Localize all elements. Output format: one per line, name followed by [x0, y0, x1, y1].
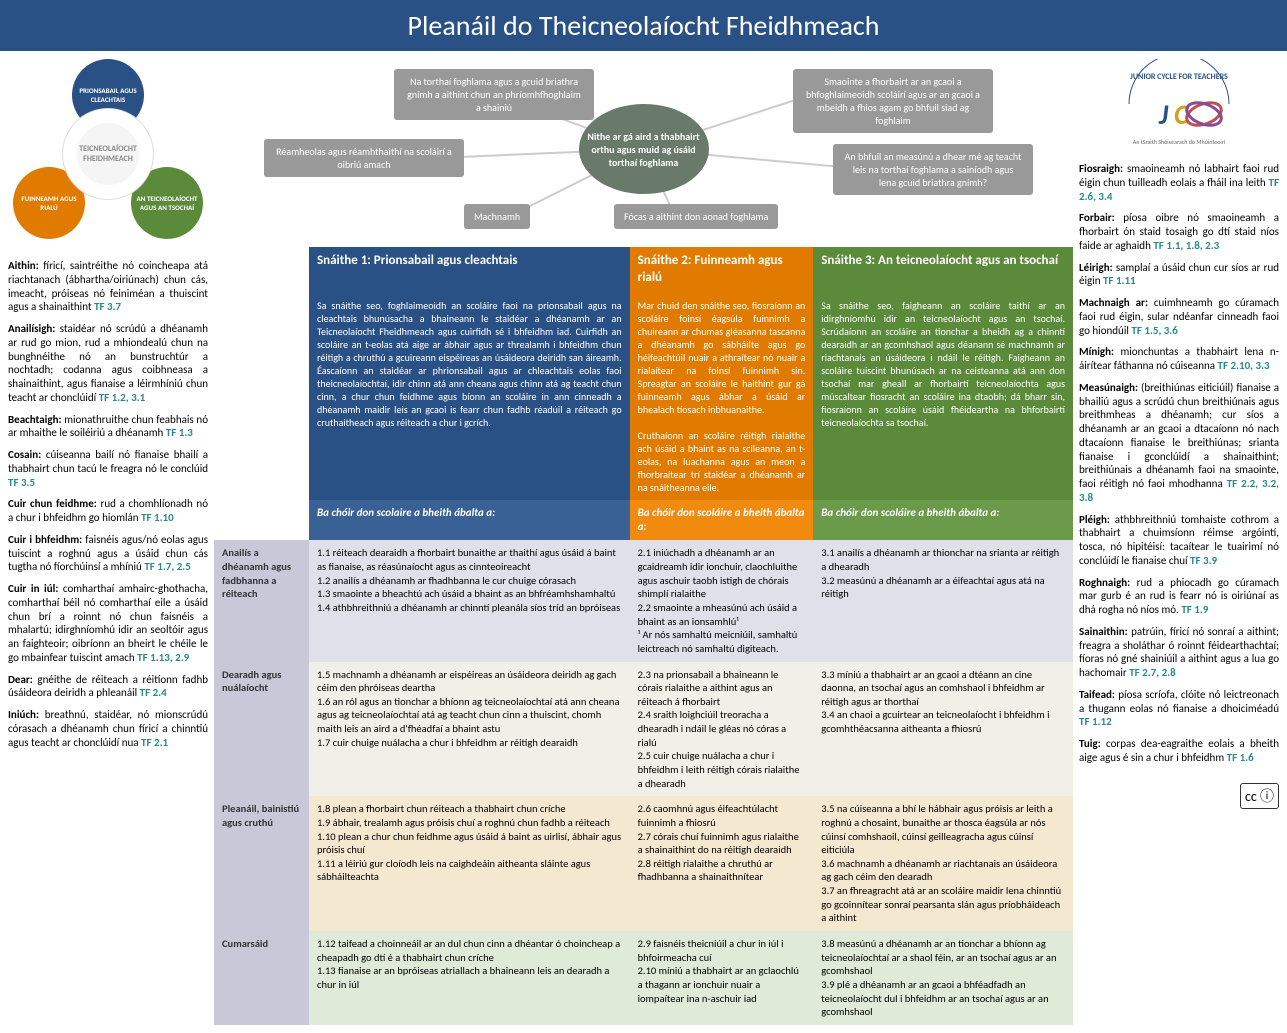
mindmap-node-1: Na torthaí foghlama agus a gcuid briathr…: [394, 69, 594, 120]
strand-header-row: Snáithe 1: Prionsabail agus cleachtais S…: [214, 247, 1073, 293]
row-design-c3: 3.3 míniú a thabhairt ar an gcaoi a dtéa…: [813, 662, 1073, 797]
glossary-entry: Sainaithin: patrúin, fíricí nó sonraí a …: [1079, 625, 1279, 680]
mindmap-node-3: Réamheolas agus réamhthaithí na scoláirí…: [264, 139, 464, 177]
concept-wheel: PRIONSABAIL AGUS CLEACHTAIS FUINNEAMH AG…: [13, 59, 203, 249]
row-design: Dearadh agus nuálaíocht 1.5 machnamh a d…: [214, 662, 1073, 797]
glossary-entry: Anailísigh: staidéar nó scrúdú a dhéanam…: [8, 322, 208, 405]
row-design-c2: 2.3 na prionsabail a bhaineann le córais…: [630, 662, 814, 797]
svg-text:JUNIOR CYCLE FOR TEACHERS: JUNIOR CYCLE FOR TEACHERS: [1130, 72, 1228, 82]
mindmap: Nithe ar gá aird a thabhairt orthu agus …: [214, 59, 1073, 239]
glossary-entry: Forbair: píosa oibre nó smaoineamh a fho…: [1079, 211, 1279, 252]
row-plan-c1: 1.8 plean a fhorbairt chun réiteach a th…: [309, 796, 630, 931]
glossary-entry: Roghnaigh: rud a phiocadh go cúramach ma…: [1079, 576, 1279, 617]
row-design-label: Dearadh agus nuálaíocht: [214, 662, 309, 797]
main-layout: PRIONSABAIL AGUS CLEACHTAIS FUINNEAMH AG…: [0, 51, 1287, 1033]
mindmap-node-6: Fócas a aithint don aonad foghlama: [614, 204, 778, 229]
strand1-able: Ba chóir don scolaire a bheith ábalta a:: [309, 500, 630, 541]
strand-table: Snáithe 1: Prionsabail agus cleachtais S…: [214, 247, 1073, 1025]
glossary-entry: Cuir i bhfeidhm: faisnéis agus/nó eolas …: [8, 533, 208, 574]
svg-text:J: J: [1158, 97, 1169, 132]
glossary-entry: Cuir chun feidhme: rud a chomhlíonadh nó…: [8, 497, 208, 525]
row-plan-label: Pleanáil, bainistiú agus cruthú: [214, 796, 309, 931]
right-column: JUNIOR CYCLE FOR TEACHERS J C An tSraith…: [1079, 59, 1279, 1025]
page-title: Pleanáil do Theicneolaíocht Fheidhmeach: [0, 0, 1287, 51]
glossary-entry: Aithin: fíricí, saintréithe nó coincheap…: [8, 259, 208, 314]
row-analysis-c2: 2.1 iniúchadh a dhéanamh ar an gcaidream…: [630, 540, 814, 661]
strand2-desc: Mar chuid den snáithe seo, fiosraíonn an…: [630, 293, 814, 500]
row-comm: Cumarsáid 1.12 taifead a choinneáil ar a…: [214, 931, 1073, 1025]
strand3-title: Snáithe 3: An teicneolaíocht agus an tso…: [813, 247, 1073, 293]
glossary-entry: Iniúch: breathnú, staidéar, nó mionscrúd…: [8, 708, 208, 749]
mindmap-node-4: An bhfuil an measúnú a dhear mé ag teach…: [833, 144, 1033, 195]
row-analysis-label: Anailís a dhéanamh agus fadbhanna a réit…: [214, 540, 309, 661]
glossary-entry: Cuir in iúl: comharthaí amhairc-ghothach…: [8, 582, 208, 665]
glossary-right: Fiosraigh: smaoineamh nó labhairt faoi r…: [1079, 162, 1279, 765]
row-plan: Pleanáil, bainistiú agus cruthú 1.8 plea…: [214, 796, 1073, 931]
row-comm-c3: 3.8 measúnú a dhéanamh ar an tionchar a …: [813, 931, 1073, 1025]
row-comm-c1: 1.12 taifead a choinneáil ar an dul chun…: [309, 931, 630, 1025]
glossary-entry: Tuig: corpas dea-eagraithe eolais a bhei…: [1079, 737, 1279, 765]
jct-logo: JUNIOR CYCLE FOR TEACHERS J C An tSraith…: [1079, 59, 1279, 152]
strand2-able: Ba chóir don scoláire a bheith ábalta a:: [630, 500, 814, 541]
row-analysis: Anailís a dhéanamh agus fadbhanna a réit…: [214, 540, 1073, 661]
strand1-title: Snáithe 1: Prionsabail agus cleachtais: [309, 247, 630, 293]
svg-text:An tSraith Shóisearach do Mhúi: An tSraith Shóisearach do Mhúinteoirí: [1133, 138, 1226, 146]
glossary-entry: Machnaigh ar: cuimhneamh go cúramach fao…: [1079, 296, 1279, 337]
glossary-entry: Fiosraigh: smaoineamh nó labhairt faoi r…: [1079, 162, 1279, 203]
row-analysis-c1: 1.1 réiteach dearaidh a fhorbairt bunait…: [309, 540, 630, 661]
cc-license-icon: cc ⓘ: [1240, 783, 1279, 809]
glossary-entry: Dear: gnéithe de réiteach a réitíonn fad…: [8, 673, 208, 701]
row-comm-label: Cumarsáid: [214, 931, 309, 1025]
glossary-entry: Cosain: cúiseanna bailí nó fianaise bhai…: [8, 448, 208, 489]
mindmap-node-2: Smaointe a fhorbairt ar an gcaoi a bhfog…: [793, 69, 993, 133]
strand2-title: Snáithe 2: Fuinneamh agus rialú: [630, 247, 814, 293]
row-design-c1: 1.5 machnamh a dhéanamh ar eispéireas an…: [309, 662, 630, 797]
glossary-entry: Measúnaigh: (breithiúnas eiticiúil) fian…: [1079, 381, 1279, 505]
glossary-entry: Taifead: píosa scríofa, clóite nó leictr…: [1079, 688, 1279, 729]
wheel-center: TEICNEOLAÍOCHT FHEIDHMEACH: [63, 109, 153, 199]
glossary-entry: Léirigh: samplaí a úsáid chun cur síos a…: [1079, 261, 1279, 289]
logo-icon: JUNIOR CYCLE FOR TEACHERS J C An tSraith…: [1109, 59, 1249, 149]
left-column: PRIONSABAIL AGUS CLEACHTAIS FUINNEAMH AG…: [8, 59, 208, 1025]
strand1-desc: Sa snáithe seo, foghlaimeoidh an scoláir…: [309, 293, 630, 500]
row-comm-c2: 2.9 faisnéis theicniúil a chur in iúl i …: [630, 931, 814, 1025]
strand-desc-row: Sa snáithe seo, foghlaimeoidh an scoláir…: [214, 293, 1073, 500]
glossary-left: Aithin: fíricí, saintréithe nó coincheap…: [8, 259, 208, 749]
row-plan-c3: 3.5 na cúiseanna a bhí le hábhair agus p…: [813, 796, 1073, 931]
mindmap-node-5: Machnamh: [464, 204, 530, 229]
able-row: Ba chóir don scolaire a bheith ábalta a:…: [214, 500, 1073, 541]
row-analysis-c3: 3.1 anailís a dhéanamh ar thionchar na s…: [813, 540, 1073, 661]
mindmap-center: Nithe ar gá aird a thabhairt orthu agus …: [579, 104, 709, 194]
strand3-desc: Sa snáithe seo, faigheann an scoláire ta…: [813, 293, 1073, 500]
strand3-able: Ba chóir don scoláire a bheith ábalta a:: [813, 500, 1073, 541]
glossary-entry: Beachtaigh: mionathruithe chun feabhais …: [8, 413, 208, 441]
glossary-entry: Pléigh: athbhreithniú tomhaiste cothrom …: [1079, 513, 1279, 568]
center-column: Nithe ar gá aird a thabhairt orthu agus …: [214, 59, 1073, 1025]
row-plan-c2: 2.6 caomhnú agus éifeachtúlacht fuinnimh…: [630, 796, 814, 931]
glossary-entry: Mínigh: mionchuntas a thabhairt lena n-á…: [1079, 345, 1279, 373]
